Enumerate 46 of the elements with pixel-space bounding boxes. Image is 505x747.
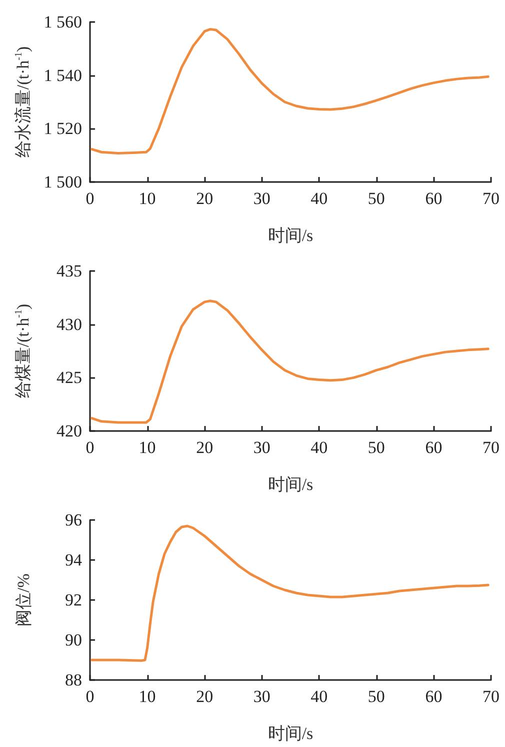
- x-tick-label: 60: [425, 189, 442, 208]
- y-tick-label: 96: [65, 510, 82, 530]
- line-series: [90, 28, 490, 154]
- y-axis-title: 阀位/%: [14, 574, 33, 626]
- x-tick-label: 0: [86, 438, 94, 457]
- x-tick-label: 40: [310, 189, 328, 208]
- y-tick-label: 435: [56, 262, 82, 280]
- y-tick-label: 425: [56, 368, 82, 388]
- y-tick-label: 430: [56, 314, 82, 334]
- y-tick-label: 1 500: [44, 172, 82, 192]
- x-tick-label: 20: [196, 438, 214, 457]
- x-tick-label: 30: [253, 687, 270, 706]
- x-axis-title: 时间/s: [268, 475, 314, 494]
- y-tick-label: 94: [65, 550, 82, 570]
- y-axis-title: 给水流量/(t·h-1): [14, 46, 32, 158]
- x-tick-label: 30: [253, 438, 270, 457]
- x-tick-label: 60: [425, 687, 442, 706]
- x-tick-label: 10: [138, 687, 156, 706]
- x-tick-label: 20: [196, 687, 214, 706]
- y-axis-title: 给煤量/(t·h-1): [14, 304, 32, 398]
- x-tick-label: 70: [482, 687, 500, 706]
- line-series: [90, 524, 490, 662]
- x-axis-title: 时间/s: [268, 724, 314, 743]
- y-tick-label: 1 540: [44, 66, 82, 85]
- y-tick-label: 88: [65, 670, 82, 690]
- x-tick-label: 40: [310, 438, 328, 457]
- x-tick-label: 50: [368, 189, 385, 208]
- y-tick-label: 420: [56, 422, 82, 440]
- x-tick-label: 10: [138, 438, 156, 457]
- y-tick-label: 92: [65, 590, 82, 610]
- x-tick-label: 50: [368, 438, 385, 457]
- y-tick-label: 1 560: [44, 12, 82, 32]
- x-tick-label: 70: [482, 438, 500, 457]
- line-series: [90, 300, 490, 424]
- x-axis-title: 时间/s: [268, 226, 314, 245]
- x-tick-label: 70: [482, 189, 500, 208]
- x-tick-label: 0: [86, 189, 94, 208]
- x-tick-label: 40: [310, 687, 328, 706]
- x-tick-label: 20: [196, 189, 214, 208]
- x-tick-label: 0: [86, 687, 94, 706]
- x-tick-label: 30: [253, 189, 270, 208]
- x-tick-label: 60: [425, 438, 442, 457]
- x-tick-label: 50: [368, 687, 385, 706]
- y-tick-label: 1 520: [44, 119, 82, 138]
- x-tick-label: 10: [138, 189, 156, 208]
- y-tick-label: 90: [65, 630, 82, 650]
